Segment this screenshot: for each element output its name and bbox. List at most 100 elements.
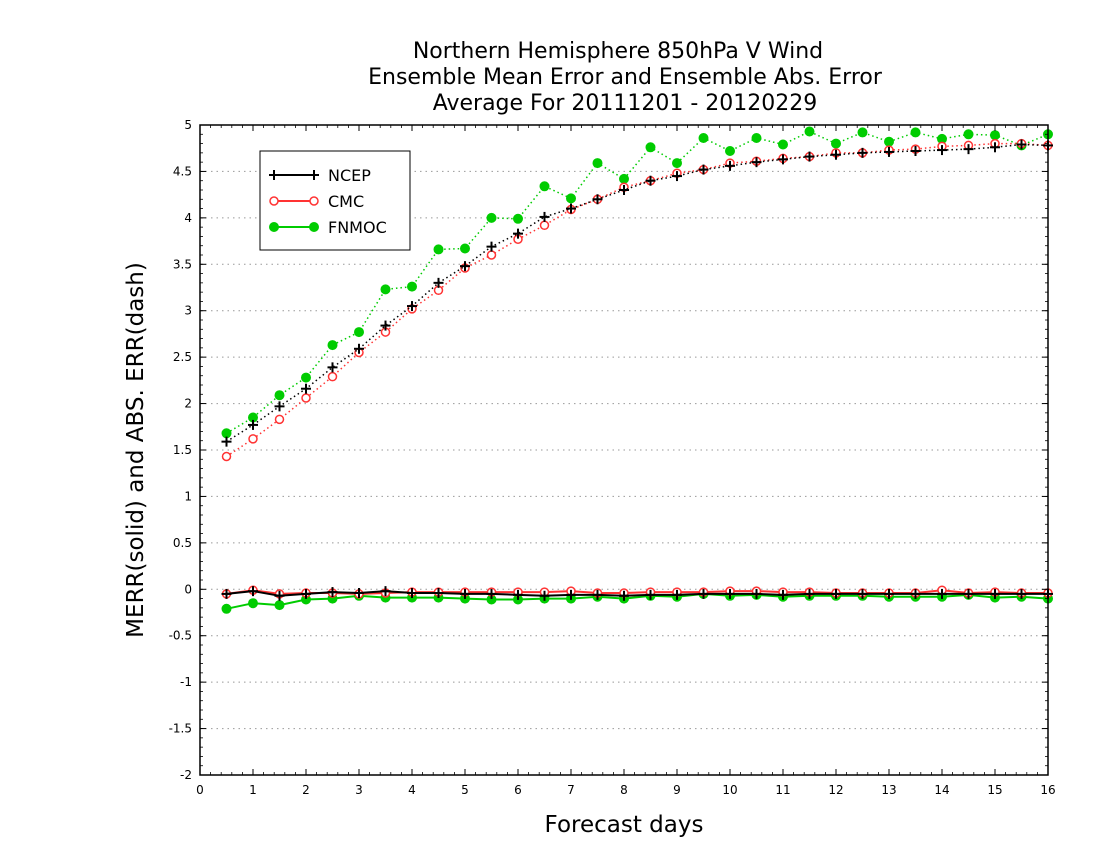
point-mean-error-ncep	[301, 588, 311, 599]
chart-title-line-2: Ensemble Mean Error and Ensemble Abs. Er…	[368, 65, 883, 90]
y-tick-label: -1	[180, 675, 192, 689]
point-abs-error-fnmoc	[539, 181, 550, 192]
legend-marker-ncep	[309, 170, 319, 180]
point-abs-error-cmc	[539, 220, 550, 231]
chart-title-line-1: Northern Hemisphere 850hPa V Wind	[413, 39, 823, 64]
legend: NCEP CMC FNMOC	[259, 150, 411, 251]
y-tick-label: 1.5	[173, 443, 192, 457]
point-mean-error-ncep	[274, 590, 285, 601]
point-abs-error-ncep	[327, 362, 338, 373]
point-abs-error-ncep	[937, 145, 947, 156]
y-tick-label: 2.5	[173, 350, 192, 364]
point-abs-error-fnmoc	[963, 129, 974, 140]
x-tick-label: 6	[514, 783, 522, 797]
point-abs-error-ncep	[513, 228, 523, 239]
point-mean-error-ncep	[221, 588, 232, 599]
point-mean-error-ncep	[380, 586, 391, 597]
point-abs-error-fnmoc	[831, 138, 841, 149]
point-mean-error-fnmoc	[274, 600, 285, 611]
point-abs-error-ncep	[672, 171, 682, 182]
chart-title: Northern Hemisphere 850hPa V Wind Ensemb…	[368, 39, 883, 116]
point-mean-error-ncep	[990, 588, 1000, 599]
x-axis-label: Forecast days	[545, 812, 704, 838]
legend-label-fnmoc: FNMOC	[328, 218, 387, 237]
y-tick-label: -1.5	[169, 722, 192, 736]
legend-marker-ncep	[269, 170, 279, 180]
point-abs-error-ncep	[380, 320, 391, 331]
point-mean-error-ncep	[354, 588, 364, 598]
x-tick-label: 12	[828, 783, 843, 797]
point-mean-error-ncep	[963, 588, 974, 599]
point-mean-error-ncep	[248, 586, 258, 597]
y-tick-label: -0.5	[169, 629, 192, 643]
point-mean-error-fnmoc	[248, 598, 258, 609]
point-abs-error-fnmoc	[566, 193, 576, 204]
legend-item-fnmoc: FNMOC	[269, 218, 387, 237]
point-mean-error-ncep	[725, 588, 735, 599]
point-abs-error-ncep	[698, 164, 709, 175]
point-abs-error-ncep	[221, 436, 232, 447]
point-mean-error-ncep	[1016, 588, 1027, 599]
point-abs-error-fnmoc	[778, 139, 788, 150]
point-abs-error-cmc	[486, 250, 497, 260]
point-abs-error-ncep	[990, 142, 1000, 153]
point-mean-error-ncep	[672, 589, 682, 600]
y-tick-label: 5	[184, 118, 192, 132]
legend-label-cmc: CMC	[328, 192, 364, 211]
point-abs-error-fnmoc	[672, 158, 682, 169]
point-abs-error-ncep	[1016, 139, 1027, 150]
point-mean-error-ncep	[407, 588, 417, 598]
point-abs-error-ncep	[910, 146, 921, 156]
point-mean-error-ncep	[327, 587, 338, 598]
point-abs-error-ncep	[486, 241, 497, 252]
point-abs-error-ncep	[619, 185, 629, 195]
point-abs-error-fnmoc	[857, 127, 868, 138]
point-mean-error-ncep	[884, 588, 894, 599]
point-mean-error-ncep	[831, 588, 841, 599]
x-tick-label: 15	[987, 783, 1002, 797]
point-abs-error-ncep	[539, 211, 550, 222]
point-abs-error-fnmoc	[513, 213, 523, 224]
x-tick-label: 8	[620, 783, 628, 797]
x-tick-label: 2	[302, 783, 310, 797]
point-abs-error-ncep	[778, 154, 788, 165]
x-tick-label: 1	[249, 783, 257, 797]
x-tick-label: 14	[934, 783, 949, 797]
legend-marker-cmc	[309, 196, 319, 206]
point-mean-error-ncep	[937, 588, 947, 599]
x-tick-label: 11	[775, 783, 790, 797]
point-abs-error-ncep	[566, 203, 576, 214]
point-abs-error-fnmoc	[592, 158, 603, 169]
x-tick-label: 9	[673, 783, 681, 797]
point-abs-error-fnmoc	[327, 340, 338, 351]
point-abs-error-fnmoc	[407, 281, 417, 292]
point-mean-error-ncep	[619, 590, 629, 601]
point-abs-error-fnmoc	[380, 284, 391, 295]
point-mean-error-ncep	[910, 588, 921, 599]
point-abs-error-ncep	[725, 160, 735, 171]
legend-label-ncep: NCEP	[328, 166, 371, 185]
point-abs-error-ncep	[831, 149, 841, 160]
y-tick-label: 2	[184, 397, 192, 411]
x-tick-label: 3	[355, 783, 363, 797]
x-tick-label: 16	[1040, 783, 1055, 797]
x-tick-label: 0	[196, 783, 204, 797]
y-tick-label: 0.5	[173, 536, 192, 550]
point-abs-error-ncep	[804, 151, 815, 162]
axis-ticks: -2-1.5-1-0.500.511.522.533.544.550 1 2 3 4 5 6…	[169, 118, 1056, 797]
point-mean-error-ncep	[433, 588, 444, 598]
point-abs-error-cmc	[248, 434, 258, 444]
point-abs-error-fnmoc	[274, 390, 285, 401]
point-abs-error-fnmoc	[884, 136, 894, 147]
point-mean-error-ncep	[513, 589, 523, 600]
point-mean-error-ncep	[486, 588, 497, 599]
y-tick-label: 4	[184, 211, 192, 225]
point-abs-error-cmc	[327, 371, 338, 382]
legend-marker-cmc	[269, 196, 279, 206]
point-abs-error-ncep	[301, 383, 311, 394]
point-abs-error-ncep	[433, 277, 444, 288]
point-abs-error-ncep	[274, 401, 285, 412]
point-abs-error-fnmoc	[486, 212, 497, 223]
point-mean-error-ncep	[751, 588, 762, 599]
y-tick-label: -2	[180, 768, 192, 782]
